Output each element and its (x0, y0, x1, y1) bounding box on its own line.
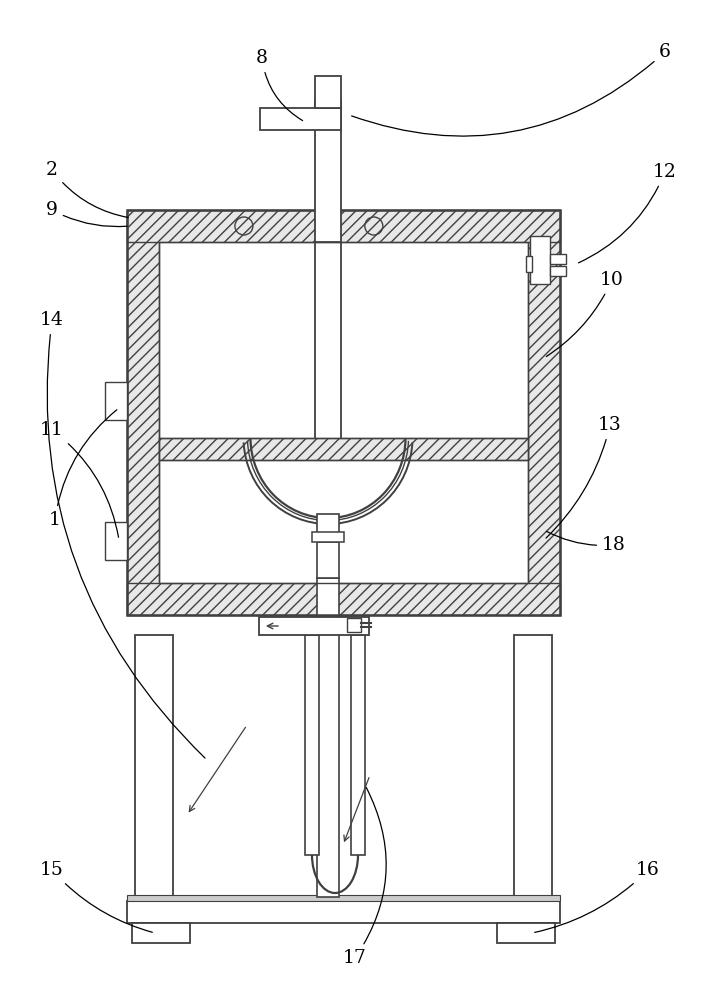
Bar (550, 266, 566, 276)
Bar (317, 542, 339, 578)
Bar (135, 635, 173, 897)
Bar (351, 635, 365, 855)
Bar (315, 100, 341, 242)
Text: 2: 2 (46, 161, 128, 218)
Text: 15: 15 (40, 861, 152, 932)
Bar (528, 210, 560, 615)
Text: 11: 11 (40, 421, 119, 537)
Bar (127, 210, 560, 615)
Bar (305, 635, 319, 855)
Bar (132, 923, 190, 943)
Bar (315, 76, 341, 108)
Text: 12: 12 (579, 163, 677, 263)
Text: 10: 10 (546, 271, 624, 357)
Bar (260, 108, 341, 130)
Text: 16: 16 (535, 861, 660, 932)
Bar (347, 618, 361, 632)
Bar (127, 210, 159, 615)
Bar (514, 635, 552, 897)
Bar (317, 578, 339, 897)
Text: 14: 14 (40, 311, 205, 758)
Bar (259, 617, 369, 635)
Bar (105, 382, 127, 420)
Bar (127, 901, 560, 923)
Bar (159, 438, 528, 460)
Text: 18: 18 (546, 531, 626, 554)
Bar (550, 254, 566, 264)
Bar (127, 210, 560, 242)
Bar (127, 895, 560, 901)
Bar (497, 923, 555, 943)
Bar (159, 242, 528, 583)
Bar (530, 236, 550, 284)
Text: 13: 13 (546, 416, 622, 538)
Text: 1: 1 (49, 410, 116, 529)
Bar (526, 256, 532, 272)
Bar (312, 532, 344, 542)
Bar (127, 583, 560, 615)
Text: 9: 9 (46, 201, 127, 227)
Bar (105, 522, 127, 560)
Bar (317, 514, 339, 534)
Text: 17: 17 (343, 787, 386, 967)
Text: 6: 6 (352, 43, 671, 136)
Text: 8: 8 (256, 49, 303, 121)
